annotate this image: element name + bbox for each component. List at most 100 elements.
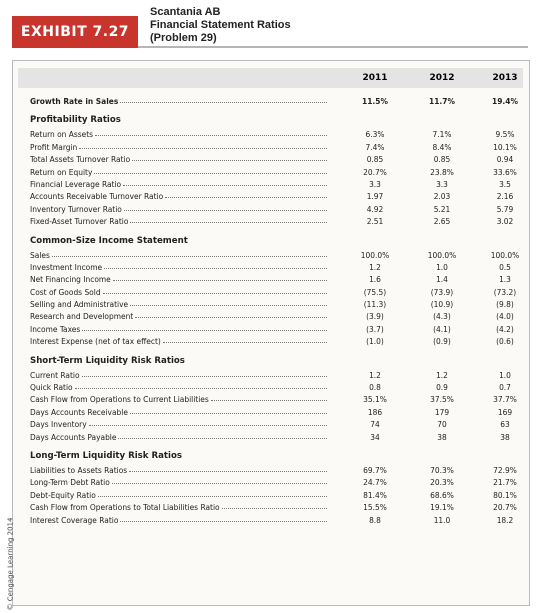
dot-leader: [132, 154, 327, 162]
cell-value: (3.9): [366, 311, 384, 322]
cell-value: (4.2): [496, 323, 514, 334]
row-label: Days Accounts Payable: [30, 431, 117, 442]
cell-value: 0.85: [366, 154, 384, 165]
cell-value: 1.0: [436, 261, 448, 272]
dot-leader: [104, 262, 327, 269]
column-year: 2013: [492, 73, 518, 83]
row-label-cell: Long-Term Debt Ratio: [30, 477, 330, 487]
row-label-cell: Accounts Receivable Turnover Ratio: [30, 191, 330, 201]
cell-value: 63: [500, 419, 510, 430]
table-row: Net Financing Income 1.6 1.4 1.3: [30, 274, 530, 286]
section-title: Long-Term Liquidity Risk Ratios: [30, 450, 182, 461]
cell-value: 69.7%: [363, 464, 387, 475]
cell-value: 20.7%: [493, 502, 517, 513]
cell-value: 0.8: [369, 382, 381, 393]
row-label: Sales: [30, 249, 50, 260]
cell-value: (4.3): [433, 311, 451, 322]
table-row: Current Ratio 1.2 1.2 1.0: [30, 370, 530, 382]
cell-value: 7.1%: [432, 129, 452, 140]
dot-leader: [81, 370, 327, 377]
row-label-cell: Quick Ratio: [30, 382, 330, 392]
cell-value: 3.5: [499, 178, 511, 189]
cell-value: 2.65: [433, 216, 451, 227]
cell-value: 4.92: [366, 203, 384, 214]
cell-value: 0.94: [496, 154, 514, 165]
title-line: Financial Statement Ratios: [150, 19, 291, 31]
table-row: Growth Rate in Sales 11.5% 11.7% 19.4%: [30, 96, 530, 108]
table-row: Selling and Administrative (11.3) (10.9) (9…: [30, 299, 530, 311]
cell-value: 1.2: [369, 261, 381, 272]
table-row: Long-Term Debt Ratio 24.7% 20.3% 21.7%: [30, 477, 530, 489]
cell-value: 1.2: [369, 369, 381, 380]
row-label: Cost of Goods Sold: [30, 286, 101, 297]
title-line: (Problem 29): [150, 32, 217, 44]
row-label-cell: Return on Assets: [30, 129, 330, 139]
cell-value: 74: [370, 419, 380, 430]
cell-value: 23.8%: [430, 166, 454, 177]
cell-value: 35.1%: [363, 394, 387, 405]
cell-value: 6.3%: [365, 129, 385, 140]
row-label-cell: Growth Rate in Sales: [30, 96, 330, 106]
row-label-cell: Days Accounts Receivable: [30, 407, 330, 417]
cell-value: (0.9): [433, 336, 451, 347]
dot-leader: [120, 515, 327, 522]
row-label-cell: Days Accounts Payable: [30, 432, 330, 442]
row-label: Financial Leverage Ratio: [30, 178, 122, 189]
cell-value: 7.4%: [365, 141, 385, 152]
table-row: Return on Assets 6.3% 7.1% 9.5%: [30, 129, 530, 141]
column-year: 2011: [362, 73, 388, 83]
dot-leader: [120, 96, 327, 103]
dot-leader: [102, 287, 327, 294]
row-label: Liabilities to Assets Ratios: [30, 464, 128, 475]
dot-leader: [123, 179, 327, 186]
dot-leader: [112, 274, 327, 282]
table-row: Inventory Turnover Ratio 4.92 5.21 5.79: [30, 204, 530, 216]
cell-value: 68.6%: [430, 489, 454, 500]
row-label-cell: Interest Expense (net of tax effect): [30, 336, 330, 346]
table-row: Cost of Goods Sold (75.5) (73.9) (73.2): [30, 287, 530, 299]
cell-value: 11.0: [433, 514, 451, 525]
cell-value: 81.4%: [363, 489, 387, 500]
table-row: Total Assets Turnover Ratio 0.85 0.85 0.94: [30, 154, 530, 166]
column-header: 2011 2012 2013: [18, 68, 523, 88]
cell-value: 3.02: [496, 216, 514, 227]
table-row: Days Inventory 74 70 63: [30, 419, 530, 431]
row-label: Research and Development: [30, 311, 134, 322]
cell-value: 0.9: [436, 382, 448, 393]
cell-value: 20.7%: [363, 166, 387, 177]
cell-value: 1.97: [366, 191, 384, 202]
cell-value: 9.5%: [495, 129, 515, 140]
cell-value: 11.7%: [429, 96, 455, 106]
dot-leader: [74, 382, 327, 390]
row-label-cell: Cost of Goods Sold: [30, 287, 330, 297]
dot-leader: [129, 465, 327, 472]
dot-leader: [130, 216, 327, 224]
cell-value: 2.51: [366, 216, 384, 227]
cell-value: 24.7%: [363, 477, 387, 488]
dot-leader: [118, 432, 327, 439]
cell-value: 37.7%: [493, 394, 517, 405]
row-label-cell: Profit Margin: [30, 142, 330, 152]
cell-value: 72.9%: [493, 464, 517, 475]
table-row: Accounts Receivable Turnover Ratio 1.97 2.…: [30, 191, 530, 203]
row-label-cell: Sales: [30, 250, 330, 260]
row-label: Total Assets Turnover Ratio: [30, 154, 131, 165]
cell-value: 19.1%: [430, 502, 454, 513]
cell-value: 1.3: [499, 274, 511, 285]
section-title: Profitability Ratios: [30, 115, 121, 126]
cell-value: 38: [437, 431, 447, 442]
table-row: Liabilities to Assets Ratios 69.7% 70.3% 72…: [30, 465, 530, 477]
row-label: Investment Income: [30, 261, 103, 272]
cell-value: 18.2: [496, 514, 514, 525]
dot-leader: [162, 336, 327, 344]
row-label-cell: Investment Income: [30, 262, 330, 272]
cell-value: 33.6%: [493, 166, 517, 177]
cell-value: (4.0): [496, 311, 514, 322]
table-row: Return on Equity 20.7% 23.8% 33.6%: [30, 167, 530, 179]
cell-value: 186: [367, 406, 383, 417]
table-row: Days Accounts Payable 34 38 38: [30, 432, 530, 444]
row-label-cell: Income Taxes: [30, 324, 330, 334]
cell-value: 100.0%: [490, 249, 520, 260]
cell-value: (3.7): [366, 323, 384, 334]
